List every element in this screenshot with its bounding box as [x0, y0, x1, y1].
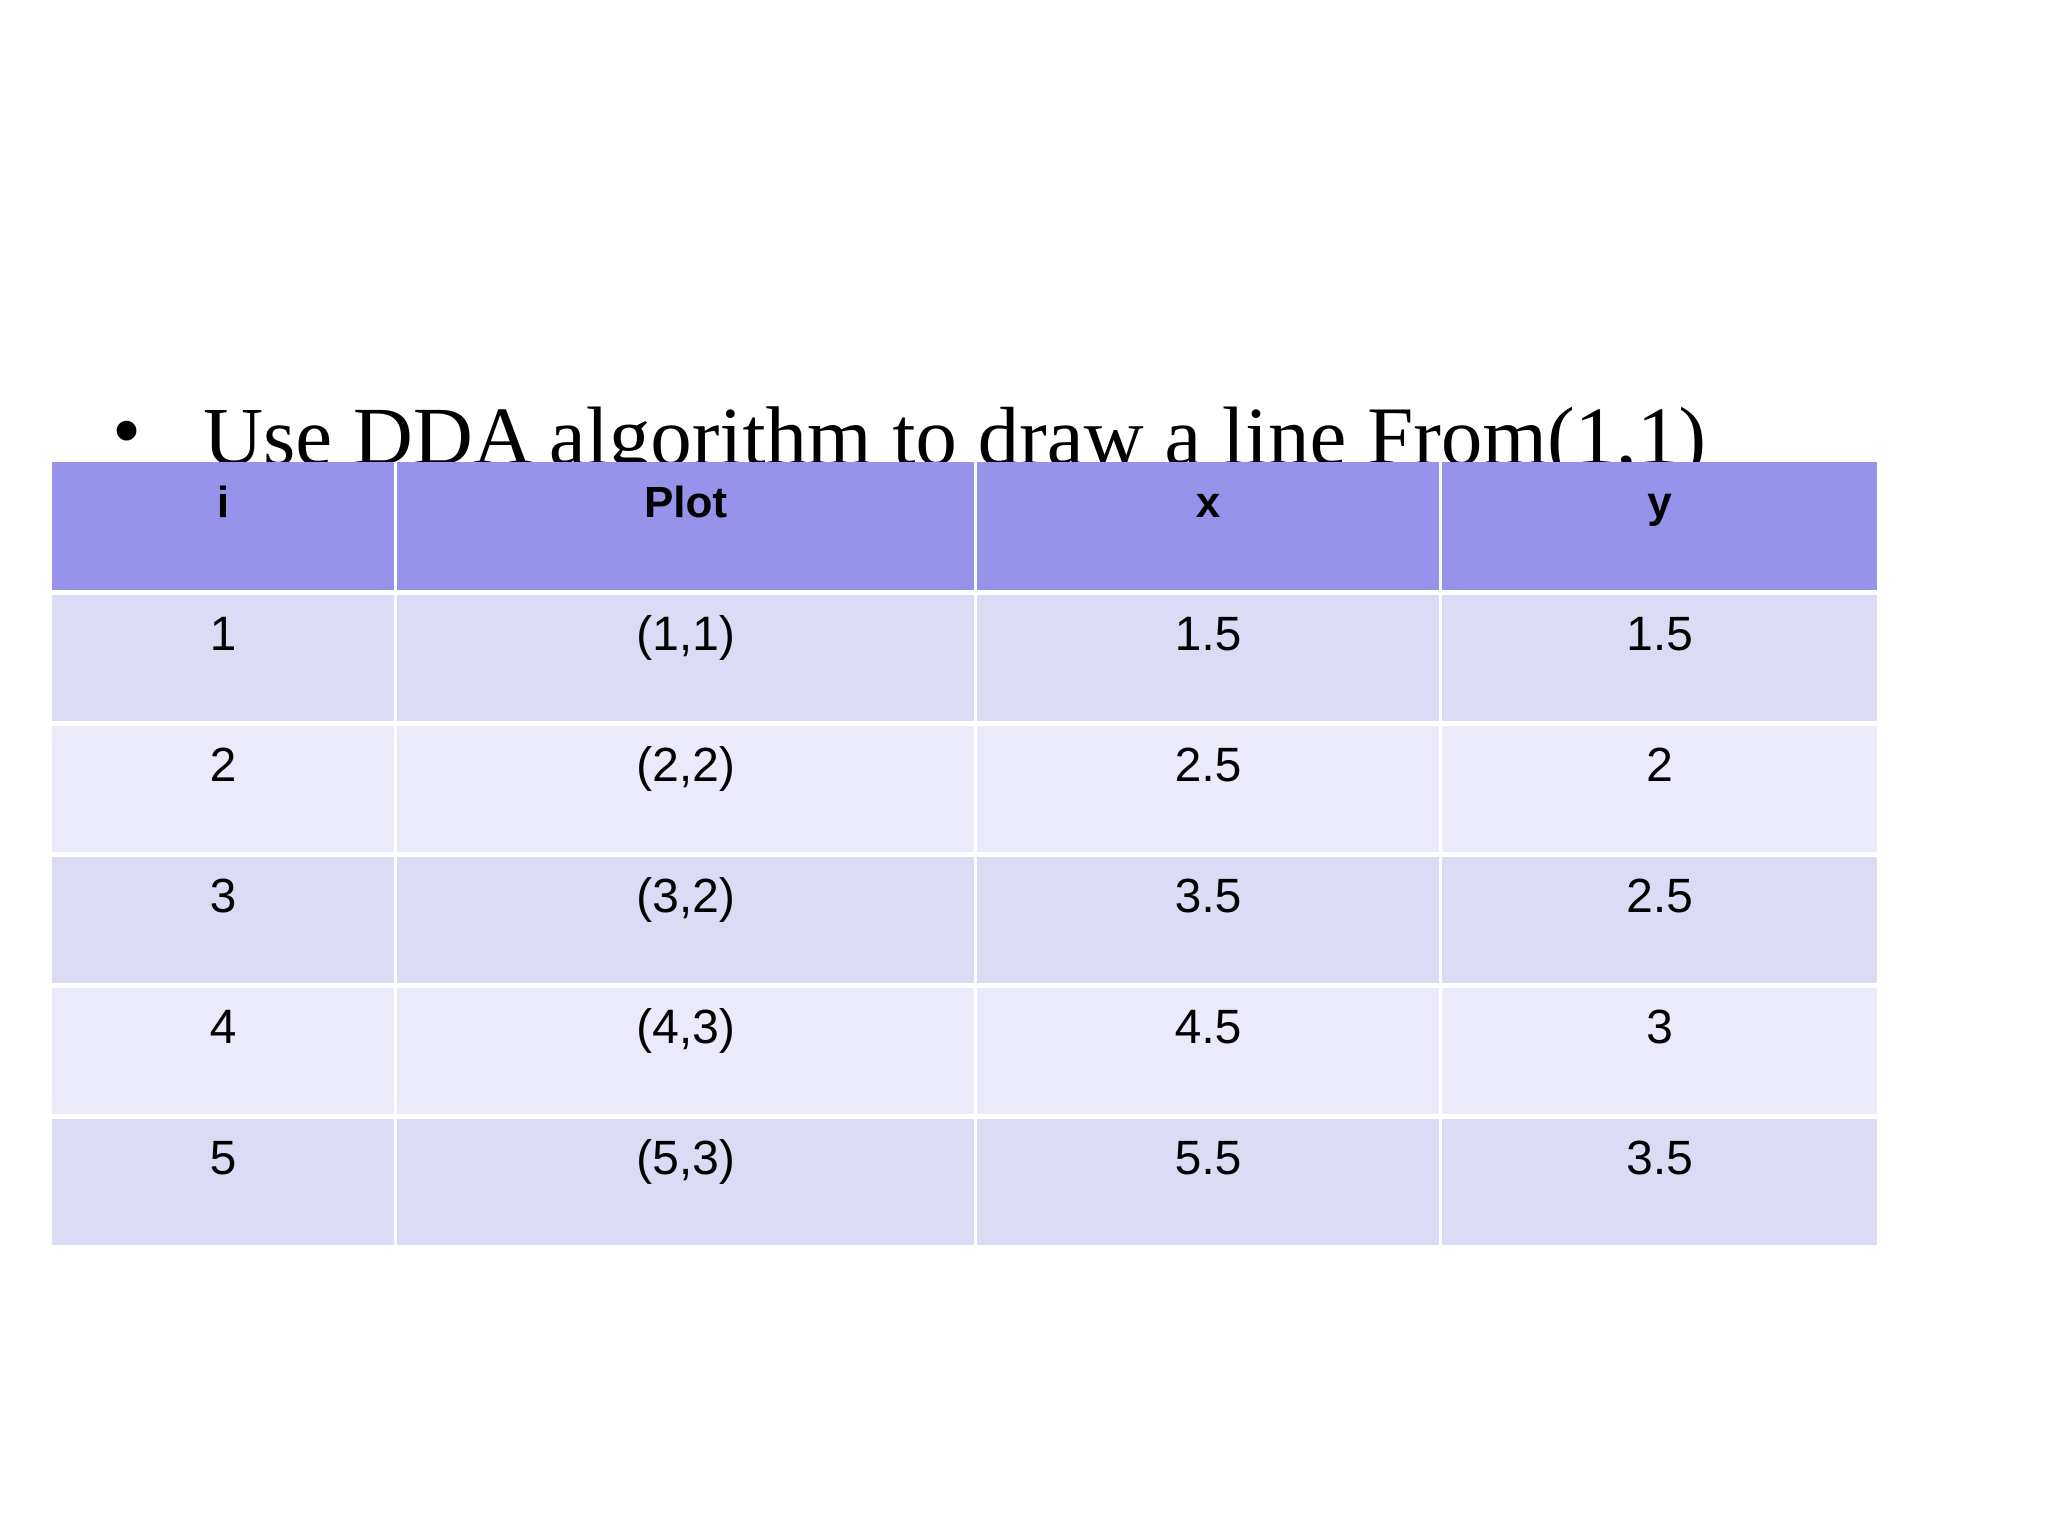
bullet-icon: • [112, 384, 142, 476]
cell-y: 2.5 [1442, 857, 1877, 988]
column-header-y: y [1442, 462, 1877, 595]
table-row: 5 (5,3) 5.5 3.5 [52, 1119, 1877, 1245]
dda-steps-table: i Plot x y 1 (1,1) 1.5 1.5 2 (2,2) 2.5 2… [52, 462, 1877, 1245]
cell-x: 5.5 [977, 1119, 1442, 1245]
cell-i: 1 [52, 595, 397, 726]
cell-plot: (1,1) [397, 595, 977, 726]
cell-i: 2 [52, 726, 397, 857]
cell-i: 5 [52, 1119, 397, 1245]
cell-plot: (3,2) [397, 857, 977, 988]
cell-y: 2 [1442, 726, 1877, 857]
cell-x: 1.5 [977, 595, 1442, 726]
cell-i: 3 [52, 857, 397, 988]
cell-y: 1.5 [1442, 595, 1877, 726]
table-row: 3 (3,2) 3.5 2.5 [52, 857, 1877, 988]
cell-i: 4 [52, 988, 397, 1119]
cell-y: 3.5 [1442, 1119, 1877, 1245]
cell-plot: (5,3) [397, 1119, 977, 1245]
column-header-x: x [977, 462, 1442, 595]
table-header-row: i Plot x y [52, 462, 1877, 595]
column-header-i: i [52, 462, 397, 595]
table-row: 4 (4,3) 4.5 3 [52, 988, 1877, 1119]
cell-x: 4.5 [977, 988, 1442, 1119]
cell-plot: (4,3) [397, 988, 977, 1119]
cell-x: 3.5 [977, 857, 1442, 988]
column-header-plot: Plot [397, 462, 977, 595]
cell-x: 2.5 [977, 726, 1442, 857]
cell-plot: (2,2) [397, 726, 977, 857]
cell-y: 3 [1442, 988, 1877, 1119]
table-row: 1 (1,1) 1.5 1.5 [52, 595, 1877, 726]
table-row: 2 (2,2) 2.5 2 [52, 726, 1877, 857]
